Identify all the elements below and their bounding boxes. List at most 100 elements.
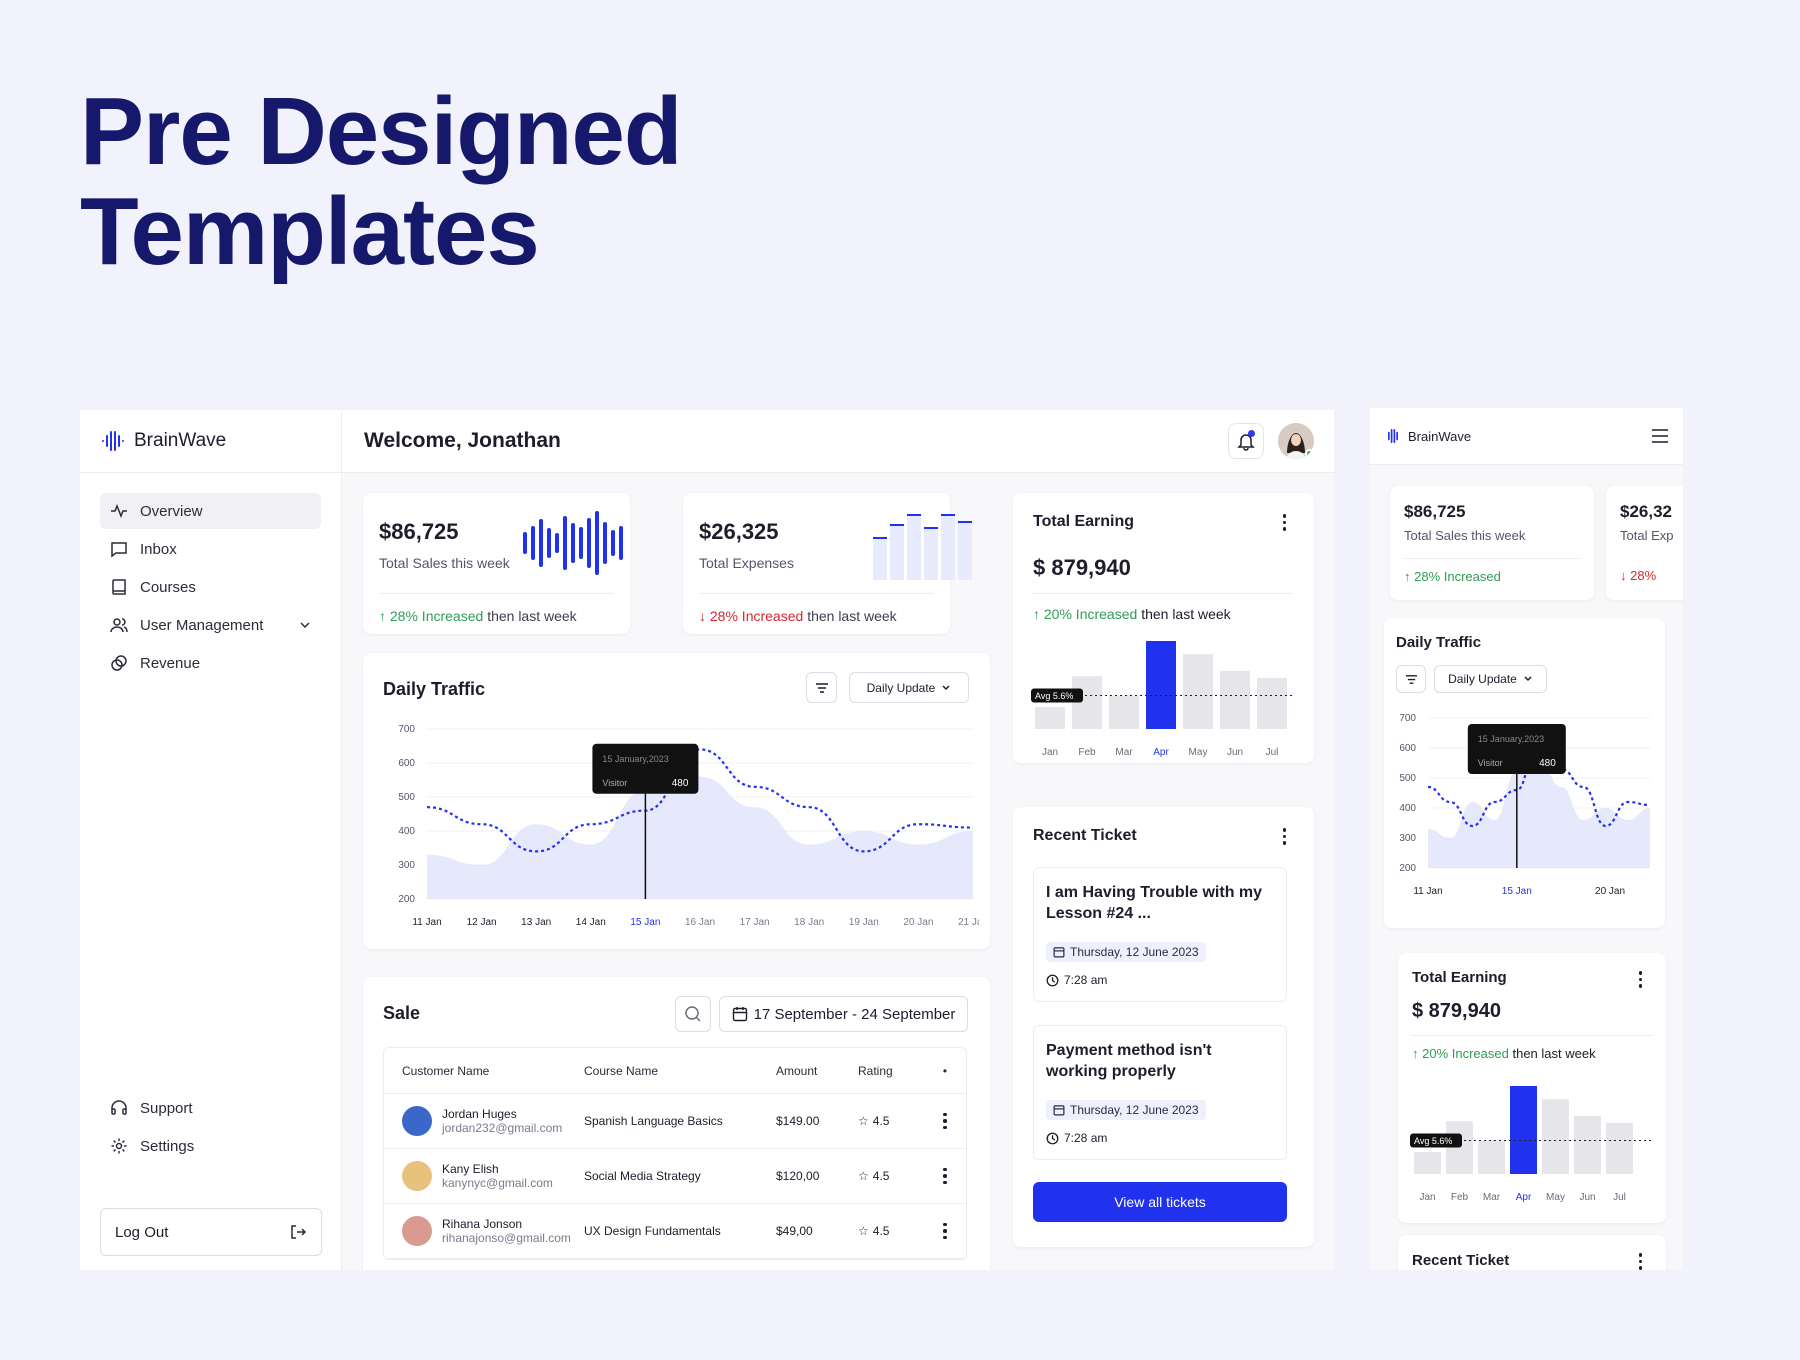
table-row[interactable]: Kany Elish kanynyc@gmail.com Social Medi… [384,1149,966,1204]
row-more-button[interactable] [930,1222,960,1240]
y-tick-label: 300 [1399,833,1416,844]
month-label: Jun [1227,747,1243,758]
month-label: Jul [1613,1192,1626,1203]
sidebar-item-label: Inbox [140,540,177,558]
star-icon: ☆ [858,1224,869,1238]
col-amount[interactable]: Amount [776,1063,818,1078]
mobile-traffic-title: Daily Traffic [1396,634,1482,651]
arrow-up-icon: ↑ [1033,606,1040,622]
ticket-item[interactable]: I am Having Trouble with my Lesson #24 .… [1033,867,1287,1002]
month-label: Jan [1419,1192,1435,1203]
view-all-tickets-button[interactable]: View all tickets [1033,1182,1287,1222]
mobile-earning-card: Total Earning $ 879,940 ↑ 20% Increased … [1398,953,1666,1223]
date-range-picker[interactable]: 17 September - 24 September [719,996,968,1032]
sidebar-item-user-management[interactable]: User Management [100,607,321,643]
book-icon [112,579,126,595]
sidebar-item-courses[interactable]: Courses [100,569,321,605]
tooltip-label: Visitor [1478,758,1503,768]
earning-value: $ 879,940 [1033,555,1131,580]
mobile-earning-trend-suffix: then last week [1512,1046,1596,1061]
earning-trend-value: 20% Increased [1043,606,1138,622]
daily-update-dropdown[interactable]: Daily Update [849,672,969,703]
user-avatar[interactable] [1278,423,1314,459]
earning-bar [1542,1099,1569,1174]
sidebar-item-overview[interactable]: Overview [100,493,321,529]
chevron-down-icon[interactable] [299,619,311,631]
sale-title: Sale [383,1003,421,1023]
sidebar-item-revenue[interactable]: Revenue [100,645,321,681]
earning-bar [1510,1086,1537,1174]
sales-trend: ↑ 28% Increased then last week [379,593,614,624]
dropdown-label: Daily Update [1448,672,1517,686]
sidebar-item-support[interactable]: Support [100,1090,322,1126]
tooltip-value: 480 [1539,758,1556,769]
sidebar-item-settings[interactable]: Settings [100,1128,322,1164]
ticket-item[interactable]: Payment method isn't working properly Th… [1033,1025,1287,1160]
table-row[interactable]: Rihana Jonson rihanajonso@gmail.com UX D… [384,1204,966,1259]
expenses-trend: ↓ 28% Increased then last week [699,593,934,624]
tickets-more-button[interactable] [1282,828,1286,845]
tooltip-date: 15 January,2023 [1478,734,1544,744]
daily-traffic-card: Daily Traffic Daily Update 700 600 500 400 3… [363,653,990,949]
filter-button[interactable] [806,672,837,703]
expense-bar [924,528,938,580]
mobile-filter-button[interactable] [1396,665,1426,693]
earning-bar [1606,1122,1633,1174]
earning-bar [1072,676,1102,729]
month-label: Apr [1516,1192,1532,1203]
month-label: May [1189,747,1208,758]
mobile-earning-trend: ↑ 20% Increased then last week [1412,1035,1652,1061]
mobile-earning-more-button[interactable] [1638,971,1642,988]
calendar-icon [732,1007,747,1022]
users-icon [110,618,128,633]
mobile-sales-card: $86,725 Total Sales this week ↑ 28% Incr… [1390,486,1594,600]
coins-icon [111,655,127,671]
y-tick-label: 500 [1399,773,1416,784]
sidebar-bottom: Support Settings [100,1090,322,1166]
row-more-button[interactable] [930,1167,960,1185]
sales-label: Total Sales this week [379,555,510,571]
mobile-sales-label: Total Sales this week [1404,528,1526,543]
y-tick-label: 600 [1399,743,1416,754]
mobile-recent-more-button[interactable] [1638,1253,1642,1270]
customer-name: Kany Elish [442,1162,499,1176]
recent-ticket-card: Recent Ticket I am Having Trouble with m… [1013,807,1314,1247]
earning-more-button[interactable] [1282,514,1286,531]
customer-avatar [402,1106,432,1136]
expenses-value: $26,325 [699,519,779,544]
col-rating[interactable]: Rating [858,1063,893,1078]
tickets-title: Recent Ticket [1033,827,1137,844]
month-label: Apr [1153,747,1169,758]
month-label: Jul [1266,747,1279,758]
y-tick-label: 700 [1399,713,1416,724]
tooltip [1467,724,1566,774]
col-customer-name[interactable]: Customer Name [402,1063,490,1078]
search-button[interactable] [675,996,711,1032]
row-more-button[interactable] [930,1112,960,1130]
logout-button[interactable]: Log Out [100,1208,322,1256]
brand[interactable]: BrainWave [80,410,341,473]
y-tick-label: 400 [1399,803,1416,814]
table-row[interactable]: Jordan Huges jordan232@gmail.com Spanish… [384,1094,966,1149]
mobile-sales-value: $86,725 [1404,502,1466,521]
menu-icon[interactable] [1651,429,1669,443]
customer-cell: Jordan Huges jordan232@gmail.com [384,1106,584,1136]
earning-bar-chart: Jan Feb Mar Apr May Jun Jul Avg 5.6% [1031,641,1293,758]
arrow-up-icon: ↑ [379,608,386,624]
star-icon: ☆ [858,1169,869,1183]
star-icon: ☆ [858,1114,869,1128]
mobile-daily-update-dropdown[interactable]: Daily Update [1434,665,1547,693]
sidebar: BrainWave Overview Inbox Courses User Ma… [80,410,342,1270]
ticket-title: I am Having Trouble with my Lesson #24 .… [1046,884,1263,922]
x-tick-label: 20 Jan [903,917,933,928]
chevron-down-icon [942,684,950,690]
x-tick-label: 17 Jan [740,917,770,928]
sidebar-item-inbox[interactable]: Inbox [100,531,321,567]
x-tick-label: 11 Jan [1413,886,1442,897]
col-course-name[interactable]: Course Name [584,1063,659,1078]
x-tick-label: 20 Jan [1595,886,1625,897]
activity-icon [111,503,127,519]
expenses-label: Total Expenses [699,555,794,571]
notification-button[interactable] [1228,423,1264,459]
earning-bar [1574,1115,1601,1174]
